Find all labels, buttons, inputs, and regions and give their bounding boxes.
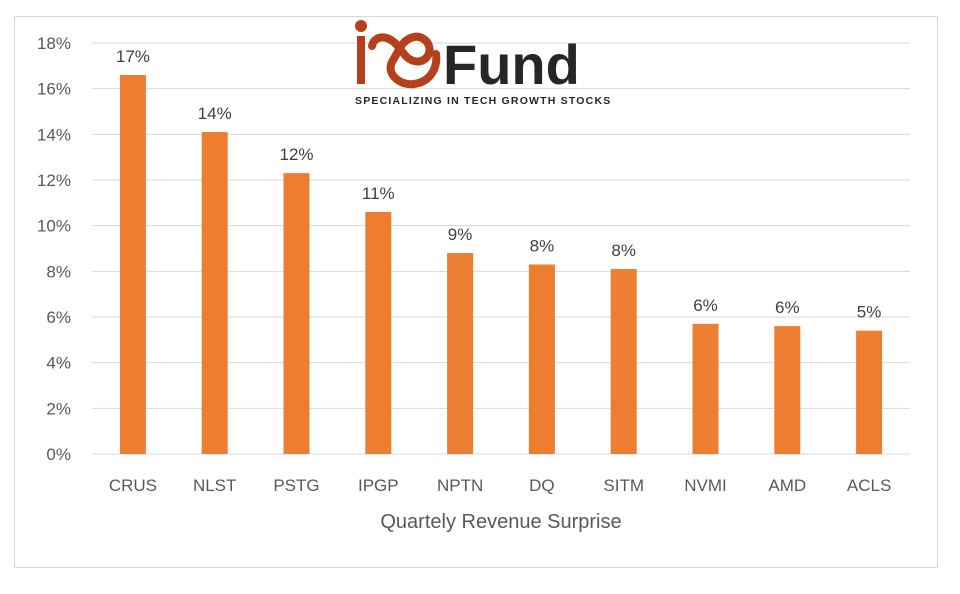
x-axis-ticks: CRUS NLST PSTG IPGP NPTN DQ SITM NVMI AMD ACLS	[109, 476, 891, 495]
bars	[119, 74, 883, 455]
gridlines	[92, 42, 910, 455]
x-tick-label-nvmi: NVMI	[684, 476, 727, 495]
y-tick-label: 8%	[46, 262, 71, 281]
bar-ipgp	[365, 211, 392, 454]
y-tick-label: 10%	[37, 217, 71, 236]
data-label-amd: 6%	[775, 298, 800, 317]
bar-sitm	[610, 269, 637, 454]
bar-crus	[119, 74, 146, 454]
data-label-nvmi: 6%	[693, 296, 718, 315]
x-tick-label-crus: CRUS	[109, 476, 157, 495]
bar-dq	[528, 264, 555, 454]
data-label-nlst: 14%	[198, 104, 232, 123]
y-tick-label: 6%	[46, 308, 71, 327]
bar-nptn	[447, 253, 474, 454]
logo-i-dot-icon	[355, 20, 367, 32]
io-fund-logo: Fund SPECIALIZING IN TECH GROWTH STOCKS	[355, 20, 611, 107]
y-tick-label: 4%	[46, 354, 71, 373]
data-label-ipgp: 11%	[362, 184, 395, 203]
y-tick-label: 12%	[37, 171, 71, 190]
logo-wordmark: Fund	[443, 33, 580, 96]
logo-i-stem-icon	[357, 36, 365, 84]
data-label-acls: 5%	[857, 303, 882, 322]
bar-amd	[774, 326, 801, 454]
chart-frame	[14, 16, 938, 568]
y-tick-label: 2%	[46, 399, 71, 418]
bar-nlst	[201, 132, 228, 455]
data-label-dq: 8%	[530, 236, 555, 255]
y-tick-label: 14%	[37, 125, 71, 144]
data-label-sitm: 8%	[611, 241, 636, 260]
logo-tagline: SPECIALIZING IN TECH GROWTH STOCKS	[355, 95, 611, 107]
x-tick-label-pstg: PSTG	[273, 476, 319, 495]
data-labels: 17% 14% 12% 11% 9% 8% 8% 6% 6% 5%	[116, 47, 882, 322]
y-tick-label: 16%	[37, 80, 71, 99]
x-tick-label-amd: AMD	[768, 476, 806, 495]
x-tick-label-nlst: NLST	[193, 476, 236, 495]
x-tick-label-dq: DQ	[529, 476, 555, 495]
y-tick-label: 0%	[46, 445, 71, 464]
bar-nvmi	[692, 323, 719, 454]
y-axis-ticks: 0% 2% 4% 6% 8% 10% 12% 14% 16% 18%	[37, 34, 71, 464]
data-label-pstg: 12%	[279, 145, 313, 164]
x-tick-label-nptn: NPTN	[437, 476, 483, 495]
x-tick-label-ipgp: IPGP	[358, 476, 399, 495]
data-label-crus: 17%	[116, 47, 150, 66]
x-axis-title: Quartely Revenue Surprise	[380, 511, 621, 533]
x-tick-label-acls: ACLS	[847, 476, 891, 495]
y-tick-label: 18%	[37, 34, 71, 53]
bar-acls	[856, 330, 883, 454]
bar-pstg	[283, 173, 310, 454]
data-label-nptn: 9%	[448, 225, 473, 244]
x-tick-label-sitm: SITM	[603, 476, 644, 495]
logo-o-mark-icon	[368, 32, 441, 89]
